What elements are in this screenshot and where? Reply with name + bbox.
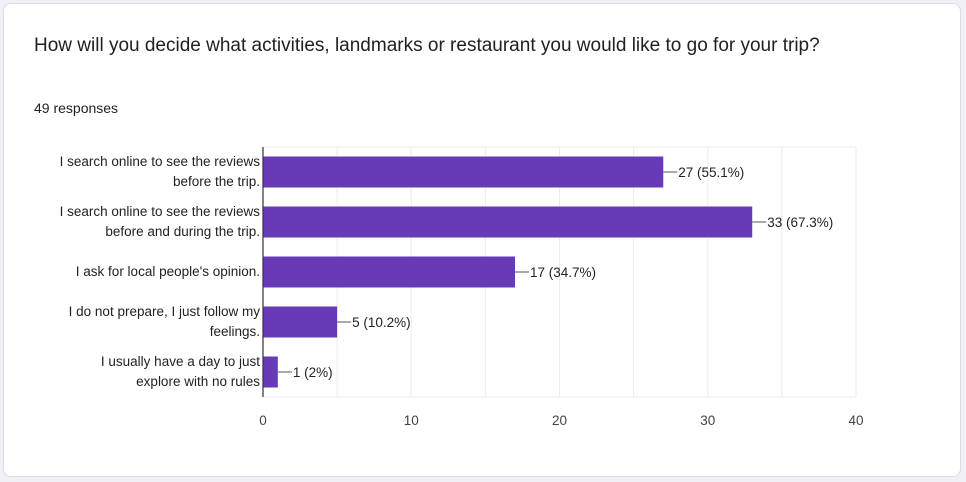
category-label: I search online to see the reviews xyxy=(60,154,261,169)
category-label: before and during the trip. xyxy=(105,224,260,239)
category-label: feelings. xyxy=(210,324,260,339)
x-tick-label: 40 xyxy=(848,413,863,428)
question-title: How will you decide what activities, lan… xyxy=(34,35,820,56)
bar xyxy=(263,156,664,188)
bar xyxy=(263,306,338,338)
x-tick-label: 20 xyxy=(552,413,567,428)
response-count: 49 responses xyxy=(34,100,119,116)
category-label: before the trip. xyxy=(173,174,260,189)
question-card: How will you decide what activities, lan… xyxy=(3,3,961,477)
data-label: 33 (67.3%) xyxy=(767,215,833,230)
x-tick-label: 30 xyxy=(700,413,715,428)
x-tick-label: 0 xyxy=(259,413,267,428)
category-label: I do not prepare, I just follow my xyxy=(69,304,261,319)
bar xyxy=(263,256,516,288)
category-label: I usually have a day to just xyxy=(101,354,260,369)
data-label: 17 (34.7%) xyxy=(530,265,596,280)
bar xyxy=(263,206,753,238)
data-label: 1 (2%) xyxy=(293,365,333,380)
category-label: I ask for local people's opinion. xyxy=(76,264,260,279)
category-label: explore with no rules xyxy=(136,374,260,389)
data-label: 5 (10.2%) xyxy=(352,315,411,330)
x-tick-label: 10 xyxy=(404,413,419,428)
data-label: 27 (55.1%) xyxy=(678,165,744,180)
category-label: I search online to see the reviews xyxy=(60,204,261,219)
bar xyxy=(263,356,278,388)
